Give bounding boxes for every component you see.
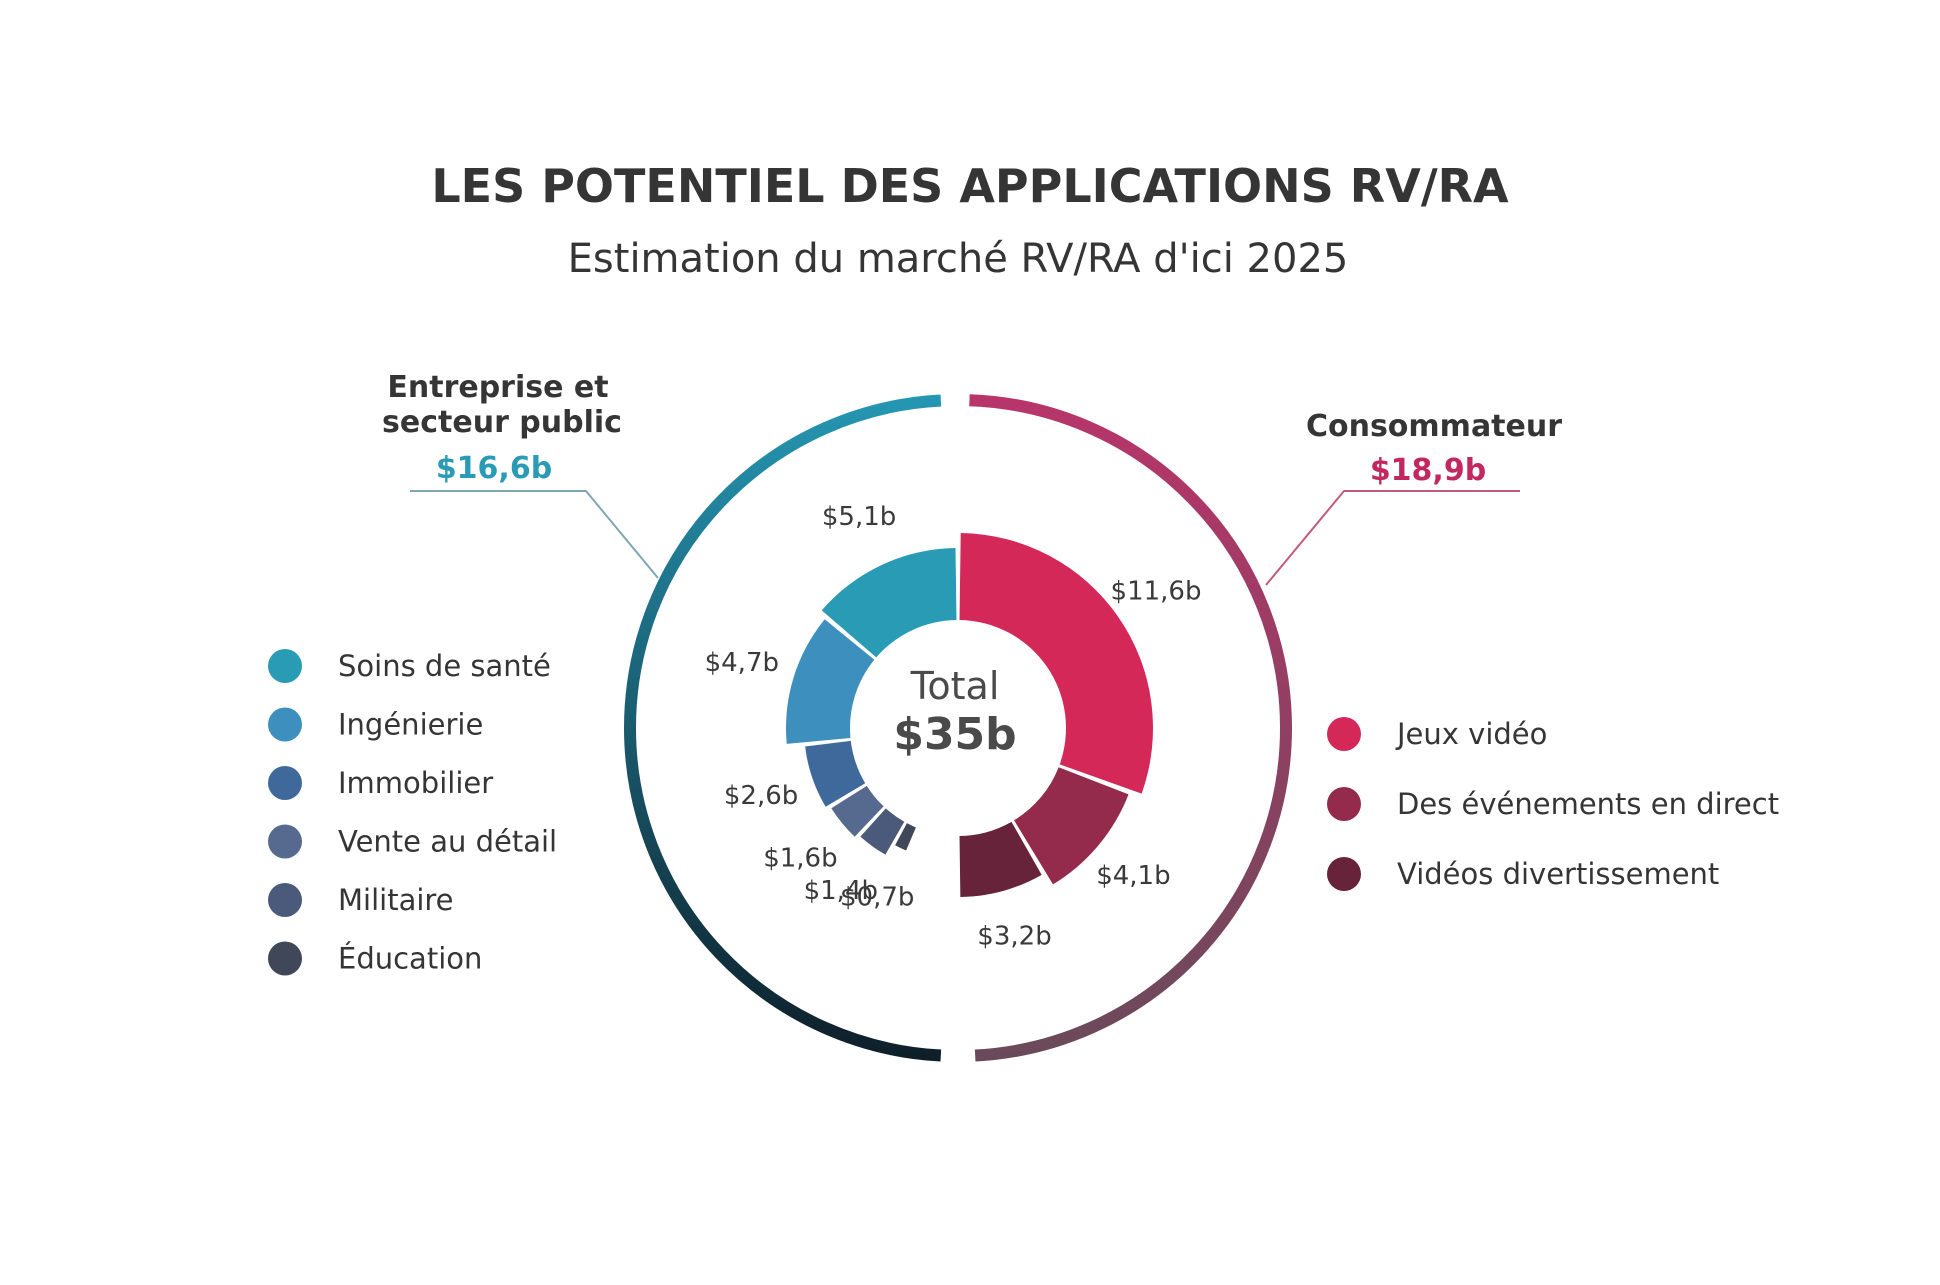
consumer-callout-line [1265,490,1520,586]
legend-swatch-militaire [268,883,302,917]
legend-label-vente-au-detail: Vente au détail [338,825,557,859]
center-total-label: Total [910,664,1000,708]
enterprise-group-title-line-2: secteur public [382,405,622,440]
legend-swatch-education [268,941,302,976]
legend-label-jeux-video: Jeux vidéo [1395,717,1547,751]
legend-label-des-evenements-en-direct: Des événements en direct [1397,787,1779,821]
slice-label-des-evenements-en-direct: $4,1b [1096,861,1170,891]
chart-subtitle: Estimation du marché RV/RA d'ici 2025 [568,236,1349,282]
consumer-group-total: $18,9b [1370,453,1486,488]
slice-jeux-video [959,533,1153,794]
slice-videos-divertissement [959,821,1042,897]
legend-label-militaire: Militaire [338,883,454,917]
slice-label-militaire: $1,4b [804,876,878,906]
slice-label-immobilier: $2,6b [724,781,798,811]
enterprise-group-title-line-1: Entreprise et [387,370,608,405]
slice-immobilier [805,740,866,807]
legend-swatch-soins-de-sante [268,649,302,683]
slice-soins-de-sante [821,548,957,658]
slice-militaire [860,808,905,855]
legend-label-videos-divertissement: Vidéos divertissement [1397,857,1719,891]
consumer-group-title: Consommateur [1306,409,1562,444]
slice-vente-au-detail [831,785,884,837]
legend-swatch-immobilier [268,766,302,800]
legend-label-education: Éducation [338,942,482,976]
slice-label-education: $0,7b [840,883,914,913]
enterprise-legend: Soins de santé Ingénierie Immobilier Vente … [268,649,557,976]
center-total-value: $35b [893,709,1016,760]
slice-label-jeux-video: $11,6b [1111,577,1202,607]
enterprise-group-total: $16,6b [436,451,552,486]
slice-ingenierie [786,619,875,744]
legend-swatch-videos-divertissement [1327,857,1361,891]
slice-label-ingenierie: $4,7b [705,648,779,678]
legend-swatch-vente-au-detail [268,824,302,859]
enterprise-callout-line [410,490,659,579]
legend-label-ingenierie: Ingénierie [338,708,483,742]
slice-label-soins-de-sante: $5,1b [822,502,896,532]
legend-swatch-des-evenements-en-direct [1327,787,1361,821]
chart-title: LES POTENTIEL DES APPLICATIONS RV/RA [431,159,1509,213]
enterprise-group-arc [624,394,942,1062]
legend-swatch-ingenierie [268,707,302,742]
legend-label-soins-de-sante: Soins de santé [338,649,551,683]
legend-label-immobilier: Immobilier [338,766,493,800]
donut-slices [786,533,1153,897]
consumer-group-arc [969,394,1292,1062]
slice-des-evenements-en-direct [1014,767,1129,885]
slice-label-vente-au-detail: $1,6b [763,844,837,874]
consumer-legend: Jeux vidéo Des événements en direct Vidéos… [1327,717,1779,891]
slice-education [895,823,916,851]
legend-swatch-jeux-video [1327,717,1361,751]
slice-value-labels: $11,6b $4,1b $3,2b $5,1b $4,7b $2,6b $1,6b$1,4… [705,502,1202,952]
slice-label-videos-divertissement: $3,2b [977,921,1051,951]
